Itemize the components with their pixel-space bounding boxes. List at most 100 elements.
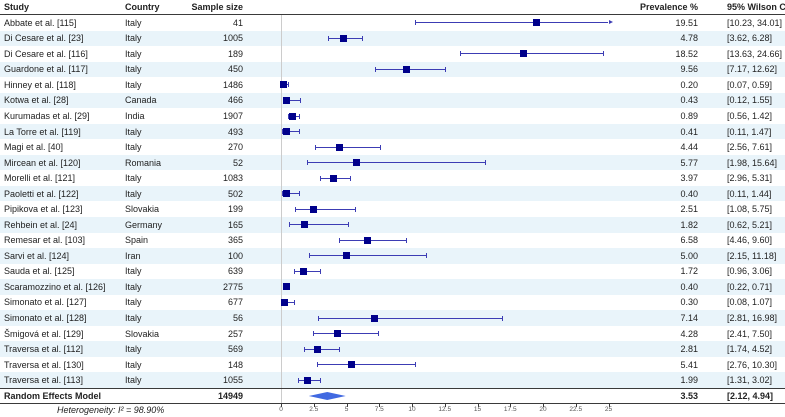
ci-value: [0.62, 5.21]	[727, 219, 773, 230]
summary-prevalence: 3.53	[680, 391, 698, 401]
ci-cap-right	[349, 175, 351, 181]
study-marker	[353, 159, 361, 167]
study-marker	[348, 361, 356, 369]
ci-value: [0.12, 1.55]	[727, 95, 773, 106]
prevalence-value: 2.51	[680, 204, 698, 215]
country-label: Italy	[125, 313, 142, 324]
table-row: Paoletti et al. [122] Italy 502 0.40 [0.11, …	[0, 185, 785, 202]
ci-line	[415, 22, 609, 24]
study-label: Rehbein et al. [24]	[4, 219, 78, 230]
ci-value: [2.96, 5.31]	[727, 173, 773, 184]
ci-cap-right	[355, 206, 357, 212]
study-marker	[371, 314, 379, 322]
country-label: Italy	[125, 375, 142, 386]
study-marker	[363, 236, 371, 244]
study-label: Simonato et al. [127]	[4, 297, 87, 308]
table-row: Morelli et al. [121] Italy 1083 3.97 [2.96, …	[0, 170, 785, 186]
country-label: Italy	[125, 281, 142, 292]
ci-line	[282, 193, 300, 195]
ci-cap-left	[298, 377, 300, 383]
country-label: Italy	[125, 126, 142, 137]
sample-size-value: 52	[232, 157, 243, 168]
axis-tick-label: 10	[408, 406, 416, 413]
sample-size-value: 1083	[222, 173, 243, 184]
ci-line	[293, 270, 322, 272]
prevalence-value: 0.89	[680, 111, 698, 121]
sample-size-value: 1005	[222, 33, 243, 44]
summary-label: Random Effects Model	[4, 391, 102, 401]
prevalence-value: 6.58	[680, 235, 698, 246]
axis-tick-label: 7.5	[374, 406, 384, 413]
sample-size-value: 165	[227, 219, 243, 230]
sample-size-value: 1907	[222, 111, 243, 121]
study-marker	[520, 50, 528, 58]
table-row: Simonato et al. [127] Italy 677 0.30 [0.08, …	[0, 295, 785, 311]
ci-line	[309, 255, 428, 257]
axis-tick	[608, 404, 610, 407]
sample-size-value: 148	[227, 359, 243, 370]
ci-cap-right	[294, 299, 296, 305]
study-marker	[303, 376, 311, 384]
ci-value: [2.15, 11.18]	[727, 250, 777, 261]
study-label: Traversa et al. [112]	[4, 344, 84, 355]
axis-tick	[543, 404, 544, 407]
ci-line	[317, 317, 504, 319]
country-label: Slovakia	[125, 204, 160, 215]
ci-value: [10.23, 34.01]	[727, 17, 783, 28]
prevalence-value: 5.41	[680, 359, 698, 370]
country-label: Italy	[125, 359, 142, 370]
ci-cap-left	[328, 35, 330, 41]
prevalence-value: 9.56	[680, 64, 698, 75]
ci-cap-left	[309, 253, 311, 259]
prevalence-value: 2.81	[680, 344, 698, 355]
sample-size-value: 189	[227, 48, 243, 59]
table-row: Di Cesare et al. [23] Italy 1005 4.78 [3.62,…	[0, 30, 785, 47]
country-label: Italy	[125, 48, 142, 59]
ci-cap-left	[303, 346, 305, 352]
table-row: Guardone et al. [117] Italy 450 9.56 [7.17, …	[0, 61, 785, 78]
study-marker	[289, 112, 297, 120]
ci-cap-right	[502, 315, 504, 321]
table-row: Rehbein et al. [24] Germany 165 1.82 [0.62, …	[0, 217, 785, 233]
prevalence-value: 4.44	[680, 142, 698, 153]
ci-cap-left	[288, 113, 290, 119]
study-label: Scaramozzino et al. [126]	[4, 281, 106, 292]
ci-value: [0.22, 0.71]	[727, 281, 773, 292]
table-row: Remesar et al. [103] Spain 365 6.58 [4.46, 9…	[0, 233, 785, 249]
axis-tick	[412, 404, 413, 407]
ci-line	[303, 348, 341, 350]
prevalence-value: 0.20	[680, 79, 698, 90]
column-header-sample-size: Sample size	[191, 2, 243, 12]
ci-cap-right	[319, 377, 321, 383]
ci-cap-right	[298, 191, 300, 197]
study-marker	[340, 34, 348, 42]
table-row: Hinney et al. [118] Italy 1486 0.20 [0.07, 0…	[0, 77, 785, 93]
sample-size-value: 100	[227, 250, 243, 261]
table-row: Magi et al. [40] Italy 270 4.44 [2.56, 7.61]	[0, 139, 785, 155]
prevalence-value: 19.51	[675, 17, 698, 28]
axis-tick-label: 25	[604, 406, 613, 413]
ci-value: [0.56, 1.42]	[727, 111, 773, 121]
axis-tick-label: 20	[539, 406, 547, 413]
axis-tick-label: 17.5	[503, 406, 517, 413]
axis-tick	[281, 404, 282, 407]
ci-value: [0.11, 1.47]	[727, 126, 772, 137]
ci-cap-left	[317, 362, 319, 368]
study-label: Hinney et al. [118]	[4, 79, 76, 90]
study-label: Mircean et al. [120]	[4, 157, 81, 168]
ci-line	[282, 131, 301, 133]
sample-size-value: 639	[227, 266, 243, 277]
column-header-prevalence: Prevalence %	[639, 2, 698, 12]
ci-line	[306, 162, 486, 164]
study-marker	[301, 221, 309, 229]
ci-line	[339, 239, 407, 241]
sample-size-value: 1486	[222, 79, 243, 90]
axis-tick	[575, 404, 577, 407]
ci-cap-left	[282, 97, 284, 103]
ci-value: [0.07, 0.59]	[727, 79, 773, 90]
study-label: Sarvi et al. [124]	[4, 250, 70, 261]
country-label: Italy	[125, 266, 142, 277]
ci-line	[289, 224, 350, 226]
study-label: Šmigová et al. [129]	[4, 328, 84, 339]
prevalence-value: 0.40	[680, 188, 698, 199]
